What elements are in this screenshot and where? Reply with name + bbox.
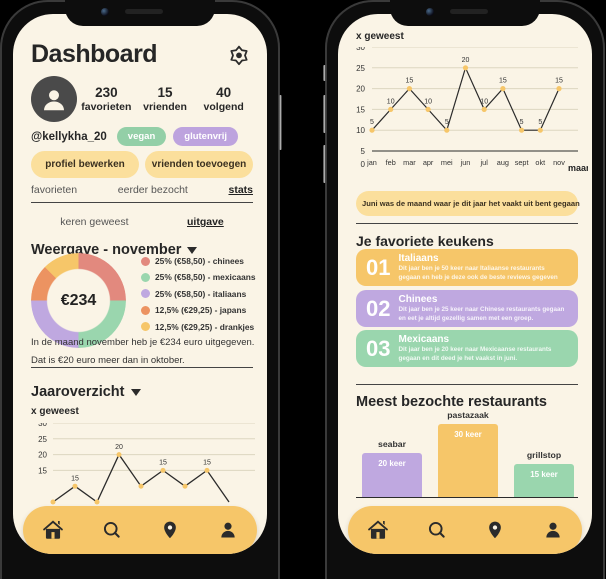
svg-text:5: 5 xyxy=(538,119,542,126)
svg-text:15: 15 xyxy=(499,78,507,85)
svg-text:5: 5 xyxy=(370,119,374,126)
svg-text:5: 5 xyxy=(361,147,366,156)
svg-text:20: 20 xyxy=(38,451,47,460)
svg-text:15: 15 xyxy=(203,460,211,467)
svg-text:5: 5 xyxy=(520,119,524,126)
svg-text:feb: feb xyxy=(386,158,396,167)
svg-text:mar: mar xyxy=(403,158,416,167)
svg-text:25: 25 xyxy=(38,435,47,444)
svg-text:jul: jul xyxy=(480,158,489,167)
svg-text:15: 15 xyxy=(38,466,47,475)
svg-text:maand: maand xyxy=(568,163,588,173)
svg-text:aug: aug xyxy=(497,158,509,167)
svg-text:okt: okt xyxy=(535,158,545,167)
svg-text:10: 10 xyxy=(356,126,365,135)
svg-text:10: 10 xyxy=(424,99,432,106)
svg-text:nov: nov xyxy=(553,158,565,167)
svg-text:5: 5 xyxy=(445,119,449,126)
svg-text:20: 20 xyxy=(356,85,365,94)
svg-text:10: 10 xyxy=(387,99,395,106)
svg-text:25: 25 xyxy=(356,64,365,73)
svg-text:apr: apr xyxy=(423,158,434,167)
svg-text:10: 10 xyxy=(480,99,488,106)
svg-text:jan: jan xyxy=(366,158,377,167)
svg-text:20: 20 xyxy=(462,57,470,64)
svg-text:30: 30 xyxy=(38,423,47,428)
svg-text:sept: sept xyxy=(515,158,529,167)
svg-text:30: 30 xyxy=(356,47,365,52)
svg-text:mei: mei xyxy=(441,158,453,167)
svg-text:15: 15 xyxy=(555,78,563,85)
svg-text:15: 15 xyxy=(406,78,414,85)
svg-text:0: 0 xyxy=(361,160,366,169)
svg-text:15: 15 xyxy=(159,460,167,467)
svg-text:15: 15 xyxy=(71,476,79,483)
svg-text:15: 15 xyxy=(356,105,365,114)
svg-text:jun: jun xyxy=(460,158,471,167)
svg-text:20: 20 xyxy=(115,444,123,451)
